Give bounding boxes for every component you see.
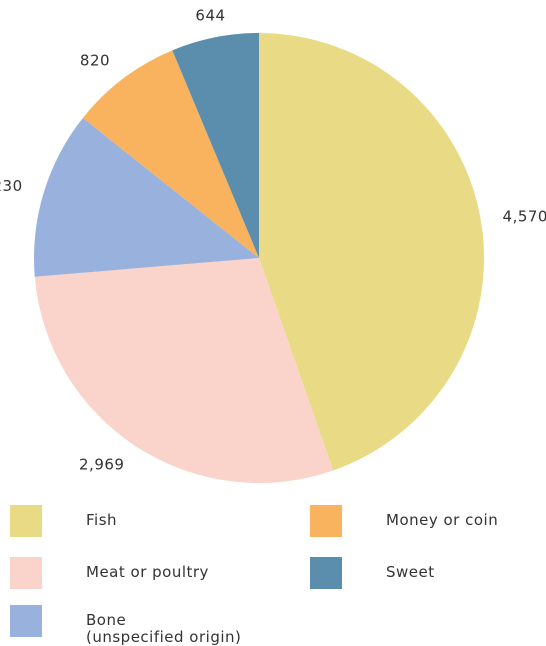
legend-swatch (10, 557, 42, 589)
value-label: 4,570 (503, 207, 546, 225)
legend-label: Fish (86, 511, 118, 529)
legend-label: Sweet (386, 563, 435, 581)
value-label: 820 (80, 51, 110, 69)
value-label: 2,969 (79, 456, 124, 474)
pie-slice (34, 258, 334, 484)
pie-slice (34, 117, 259, 277)
legend-swatch (310, 557, 342, 589)
legend-swatch (10, 505, 42, 537)
pie-slice (259, 33, 485, 471)
legend-item: Meat or poultry (10, 557, 209, 589)
legend-item: Fish (10, 505, 117, 537)
pie-slice (82, 50, 259, 258)
value-label: 1,230 (0, 177, 23, 195)
legend-label: Meat or poultry (86, 563, 209, 581)
legend-swatch (310, 505, 342, 537)
pie-slice (172, 33, 259, 258)
legend-item: Sweet (310, 557, 435, 589)
legend-item: Bone (unspecified origin) (10, 605, 241, 646)
value-label: 644 (195, 6, 225, 24)
legend-label: Money or coin (386, 511, 499, 529)
legend-swatch (10, 605, 42, 637)
legend-item: Money or coin (310, 505, 498, 537)
chart: 4,570 2,969 1,230 820 644 (0, 6, 546, 484)
